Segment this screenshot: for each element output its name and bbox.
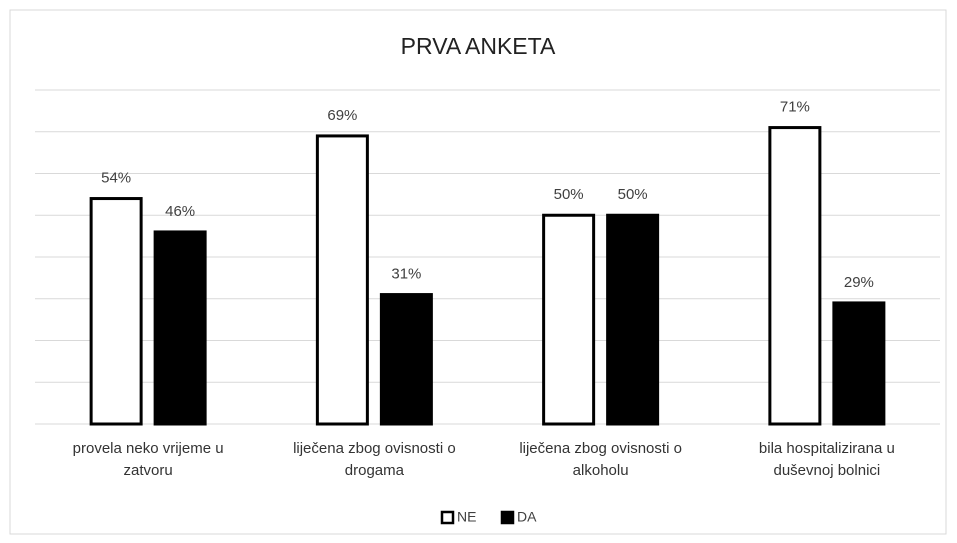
bar <box>89 197 143 426</box>
data-label: 54% <box>101 170 131 187</box>
data-label: 46% <box>165 203 195 220</box>
data-label: 50% <box>618 186 648 203</box>
bar <box>379 293 433 426</box>
legend-label: DA <box>517 509 537 525</box>
bar <box>832 301 886 426</box>
legend-label: NE <box>457 509 476 525</box>
bar <box>606 213 660 426</box>
data-label: 31% <box>391 266 421 283</box>
bar <box>542 213 596 426</box>
x-tick-label: bila hospitalizirana u duševnoj bolnici <box>758 440 895 479</box>
x-tick-label: liječena zbog ovisnosti o drogama <box>293 440 456 479</box>
bar <box>153 230 207 426</box>
bar <box>768 126 822 426</box>
x-tick-label: liječena zbog ovisnosti o alkoholu <box>519 440 682 479</box>
data-label: 50% <box>554 186 584 203</box>
x-tick-label: provela neko vrijeme u zatvoru <box>72 440 224 479</box>
data-label: 69% <box>327 107 357 124</box>
legend-swatch <box>440 510 455 525</box>
bar <box>315 134 369 426</box>
data-label: 29% <box>844 274 874 291</box>
data-label: 71% <box>780 99 810 116</box>
legend-swatch <box>500 510 515 525</box>
chart-title: PRVA ANKETA <box>401 33 556 59</box>
